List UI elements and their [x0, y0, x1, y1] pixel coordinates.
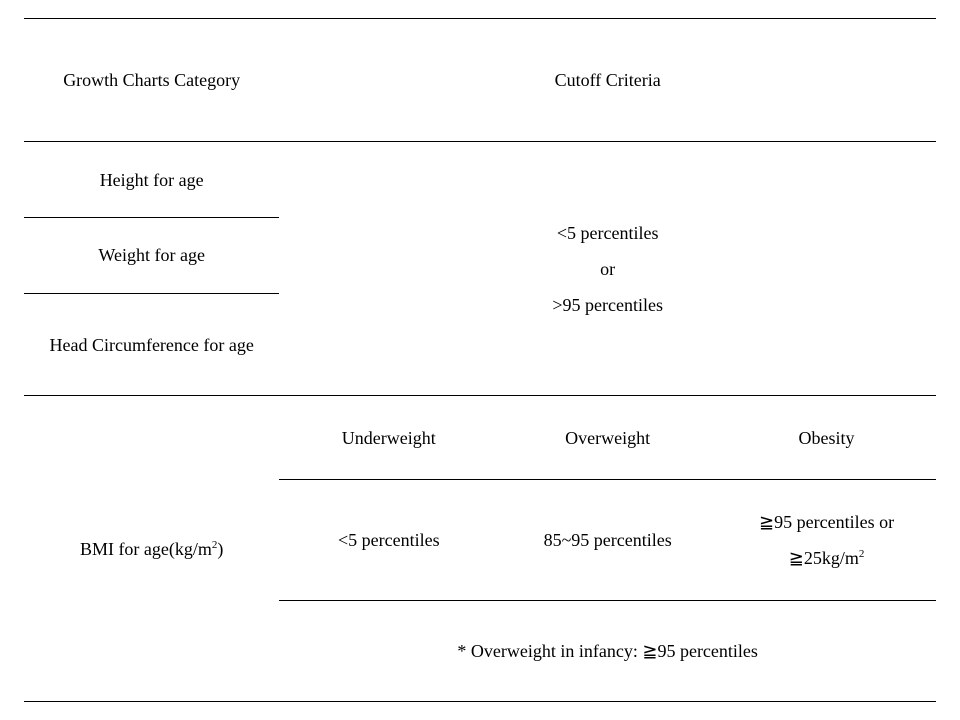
obesity-line2-prefix: ≧25kg/m — [789, 548, 859, 568]
obesity-line1: ≧95 percentiles or — [723, 504, 930, 540]
bmi-obesity-value: ≧95 percentiles or ≧25kg/m2 — [717, 480, 936, 601]
row-bmi-label: BMI for age(kg/m2) — [24, 396, 279, 702]
bmi-subheader-obesity: Obesity — [717, 396, 936, 480]
bmi-label-prefix: BMI for age(kg/m — [80, 539, 212, 559]
row-height-for-age: Height for age — [24, 142, 279, 218]
row-head-circumference: Head Circumference for age — [24, 293, 279, 396]
criteria-line: <5 percentiles — [285, 215, 930, 251]
criteria-line: >95 percentiles — [285, 287, 930, 323]
bmi-overweight-value: 85~95 percentiles — [498, 480, 717, 601]
criteria-percentiles: <5 percentiles or >95 percentiles — [279, 142, 936, 396]
header-category: Growth Charts Category — [24, 19, 279, 142]
bmi-subheader-overweight: Overweight — [498, 396, 717, 480]
header-criteria: Cutoff Criteria — [279, 19, 936, 142]
obesity-line2-sup: 2 — [859, 548, 865, 560]
table-row: Growth Charts Category Cutoff Criteria — [24, 19, 936, 142]
page: Growth Charts Category Cutoff Criteria H… — [0, 0, 960, 720]
table-row: BMI for age(kg/m2) Underweight Overweigh… — [24, 396, 936, 480]
bmi-subheader-underweight: Underweight — [279, 396, 498, 480]
table-row: Height for age <5 percentiles or >95 per… — [24, 142, 936, 218]
growth-charts-table: Growth Charts Category Cutoff Criteria H… — [24, 18, 936, 702]
bmi-footnote: * Overweight in infancy: ≧95 percentiles — [279, 601, 936, 702]
row-weight-for-age: Weight for age — [24, 217, 279, 293]
bmi-underweight-value: <5 percentiles — [279, 480, 498, 601]
bmi-label-suffix: ) — [217, 539, 223, 559]
criteria-line: or — [285, 251, 930, 287]
